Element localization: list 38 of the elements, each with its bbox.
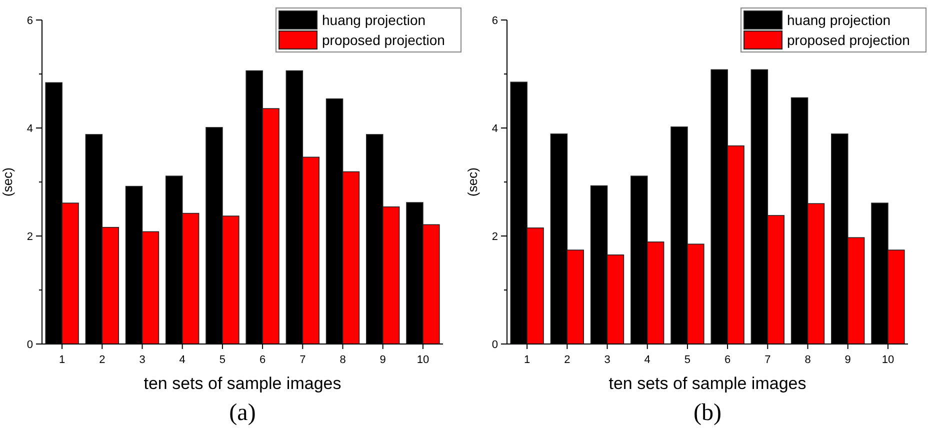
y-tick-label: 6: [492, 14, 498, 27]
legend-label: proposed projection: [787, 32, 910, 48]
x-axis-title: ten sets of sample images: [608, 374, 806, 393]
y-tick-label: 4: [492, 122, 498, 135]
y-tick-label: 0: [26, 338, 33, 351]
y-tick-label: 2: [492, 230, 498, 243]
x-tick-label: 10: [882, 354, 894, 366]
x-tick-label: 9: [380, 354, 386, 366]
x-tick-label: 6: [259, 354, 266, 366]
x-tick-label: 6: [724, 354, 731, 366]
x-tick-label: 3: [604, 354, 610, 366]
legend-label: huang projection: [787, 12, 891, 28]
y-axis-title: (sec): [465, 168, 480, 196]
x-tick-label: 1: [58, 354, 66, 366]
x-tick-label: 5: [684, 354, 691, 366]
x-tick-label: 1: [524, 354, 530, 366]
y-tick-label: 4: [26, 122, 33, 135]
text: (a): [229, 400, 256, 426]
y-tick-label: 2: [26, 230, 33, 243]
y-axis-title: (sec): [0, 168, 15, 196]
y-tick-label: 6: [26, 14, 33, 27]
legend-label: proposed projection: [322, 32, 445, 48]
x-tick-label: 8: [804, 354, 811, 366]
legend-label: huang projection: [322, 12, 426, 28]
y-tick-label: 0: [492, 338, 498, 351]
text: (b): [694, 400, 722, 426]
x-tick-label: 9: [844, 354, 851, 366]
x-tick-label: 4: [179, 354, 186, 366]
x-tick-label: 2: [564, 354, 570, 366]
x-tick-label: 5: [219, 354, 226, 366]
x-tick-label: 2: [99, 354, 106, 366]
x-tick-label: 8: [340, 354, 346, 366]
x-tick-label: 10: [416, 354, 430, 366]
x-tick-label: 7: [300, 354, 306, 366]
x-tick-label: 4: [644, 354, 650, 366]
x-tick-label: 7: [764, 354, 771, 366]
x-axis-title: ten sets of sample images: [144, 374, 342, 393]
x-tick-label: 3: [139, 354, 146, 366]
